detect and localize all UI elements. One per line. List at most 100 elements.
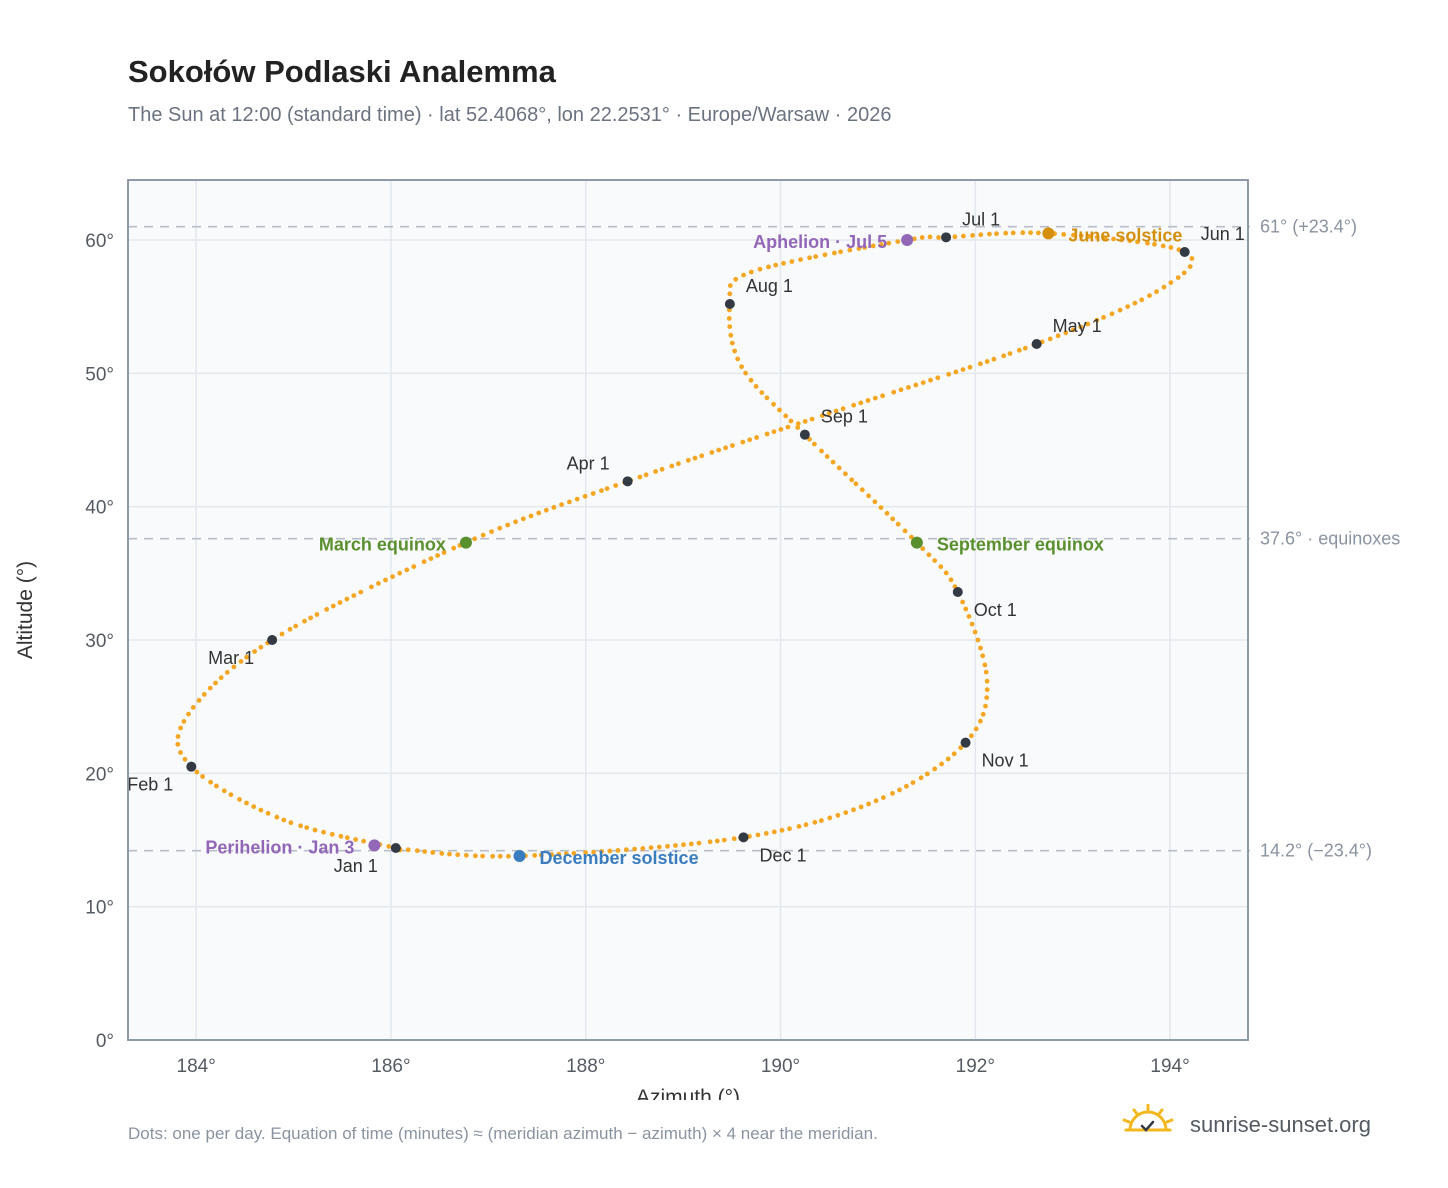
daily-dot (830, 459, 836, 465)
event-marker (513, 850, 526, 862)
daily-dot (376, 581, 381, 586)
daily-dot (783, 413, 789, 419)
daily-dot (960, 599, 965, 605)
daily-dot (798, 257, 803, 262)
daily-dot (532, 853, 538, 858)
daily-dot (599, 849, 604, 854)
daily-dot (729, 340, 735, 346)
daily-dot (1109, 311, 1115, 317)
daily-dot (865, 398, 871, 403)
daily-dot (1139, 297, 1145, 303)
daily-dot (430, 850, 436, 855)
daily-dot (978, 232, 984, 238)
daily-dot (451, 545, 457, 551)
daily-dot (945, 756, 951, 762)
daily-dot (809, 416, 815, 422)
daily-dot (812, 441, 817, 447)
daily-dot (973, 726, 979, 732)
event-marker (1042, 227, 1055, 240)
daily-dot (730, 443, 735, 448)
event-marker (901, 234, 914, 246)
daily-dot (832, 250, 837, 256)
daily-dot (748, 269, 754, 275)
daily-dot (778, 427, 784, 432)
daily-dot (559, 502, 564, 507)
daily-dot (288, 820, 294, 826)
daily-dot (1020, 230, 1026, 236)
daily-dot (1063, 330, 1069, 336)
month-marker (738, 832, 749, 843)
daily-dot (1147, 293, 1152, 298)
daily-dot (520, 516, 526, 522)
daily-dot (984, 359, 990, 364)
month-marker (724, 299, 735, 309)
daily-dot (1047, 336, 1053, 342)
daily-dot (265, 810, 271, 816)
daily-dot (939, 761, 944, 767)
daily-dot (983, 703, 988, 709)
daily-dot (258, 807, 264, 813)
daily-dot (472, 536, 478, 542)
daily-dot (1055, 333, 1061, 339)
daily-dot (978, 361, 983, 367)
daily-dot (740, 439, 746, 445)
daily-dot (1022, 345, 1028, 351)
daily-dot (1010, 230, 1016, 236)
daily-dot (880, 393, 885, 399)
daily-dot (228, 792, 234, 798)
daily-dot (607, 848, 613, 854)
daily-dot (870, 243, 876, 249)
daily-dot (803, 822, 809, 828)
daily-dot (898, 387, 904, 393)
daily-dot (847, 247, 853, 253)
daily-dot (293, 623, 299, 629)
daily-dot (213, 680, 218, 686)
daily-dot (766, 264, 771, 270)
daily-dot (556, 851, 562, 857)
daily-dot (754, 435, 759, 440)
daily-dot (287, 626, 293, 632)
daily-dot (980, 653, 986, 659)
daily-dot (383, 577, 388, 583)
daily-dot (984, 687, 990, 693)
daily-dot (623, 847, 629, 853)
daily-dot (987, 231, 992, 237)
month-label: Apr 1 (567, 453, 610, 473)
daily-dot (812, 819, 818, 825)
daily-dot (200, 774, 206, 779)
daily-dot (1154, 289, 1159, 295)
daily-dot (590, 491, 596, 496)
daily-dot (897, 787, 902, 793)
daily-dot (231, 664, 237, 670)
daily-dot (936, 235, 941, 240)
daily-dot (978, 718, 983, 724)
daily-dot (858, 400, 864, 406)
brand[interactable]: sunrise-sunset.org (1120, 1104, 1390, 1144)
x-tick-label: 188° (566, 1056, 605, 1077)
daily-dot (696, 840, 702, 846)
daily-dot (819, 448, 824, 454)
month-marker (267, 635, 278, 645)
daily-dot (773, 262, 779, 268)
daily-dot (1103, 235, 1108, 241)
daily-dot (838, 249, 843, 255)
daily-dot (405, 847, 411, 853)
daily-dot (1016, 347, 1022, 353)
daily-dot (441, 550, 447, 555)
daily-dot (463, 852, 469, 858)
daily-dot (1085, 321, 1091, 327)
daily-dot (344, 596, 350, 602)
daily-dot (932, 766, 938, 772)
daily-dot (1028, 230, 1033, 236)
daily-dot (878, 505, 884, 510)
daily-dot (953, 369, 959, 375)
y-tick-label: 50° (85, 364, 114, 385)
daily-dot (788, 418, 794, 424)
daily-dot (851, 807, 856, 813)
daily-dot (753, 384, 759, 389)
daily-dot (551, 505, 557, 510)
daily-dot (789, 259, 795, 264)
daily-dot (723, 445, 728, 451)
daily-dot (669, 463, 675, 469)
daily-dot (632, 846, 637, 852)
